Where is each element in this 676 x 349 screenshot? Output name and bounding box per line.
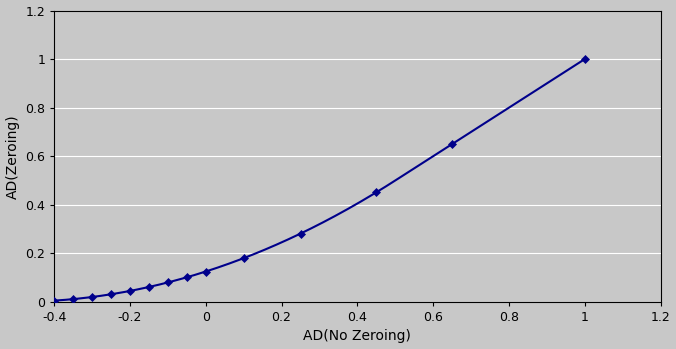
- X-axis label: AD(No Zeroing): AD(No Zeroing): [304, 329, 411, 343]
- Y-axis label: AD(Zeroing): AD(Zeroing): [5, 114, 20, 199]
